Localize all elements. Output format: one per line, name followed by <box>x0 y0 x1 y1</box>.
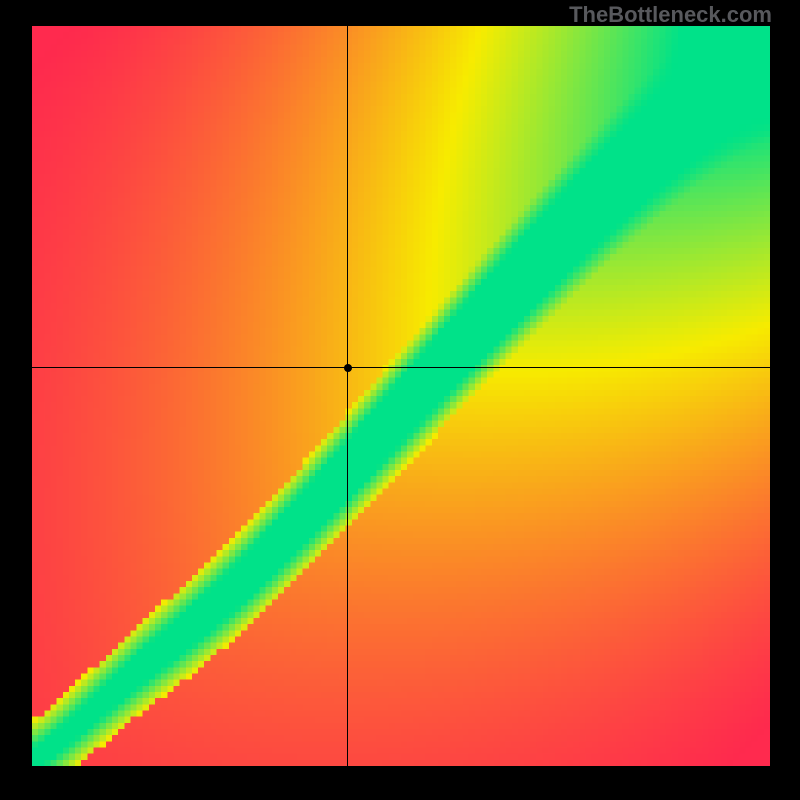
crosshair-horizontal <box>32 367 770 368</box>
crosshair-vertical <box>347 26 348 766</box>
watermark-text: TheBottleneck.com <box>569 2 772 28</box>
bottleneck-heatmap <box>32 26 770 766</box>
chart-container: TheBottleneck.com <box>0 0 800 800</box>
data-point-marker <box>344 364 352 372</box>
